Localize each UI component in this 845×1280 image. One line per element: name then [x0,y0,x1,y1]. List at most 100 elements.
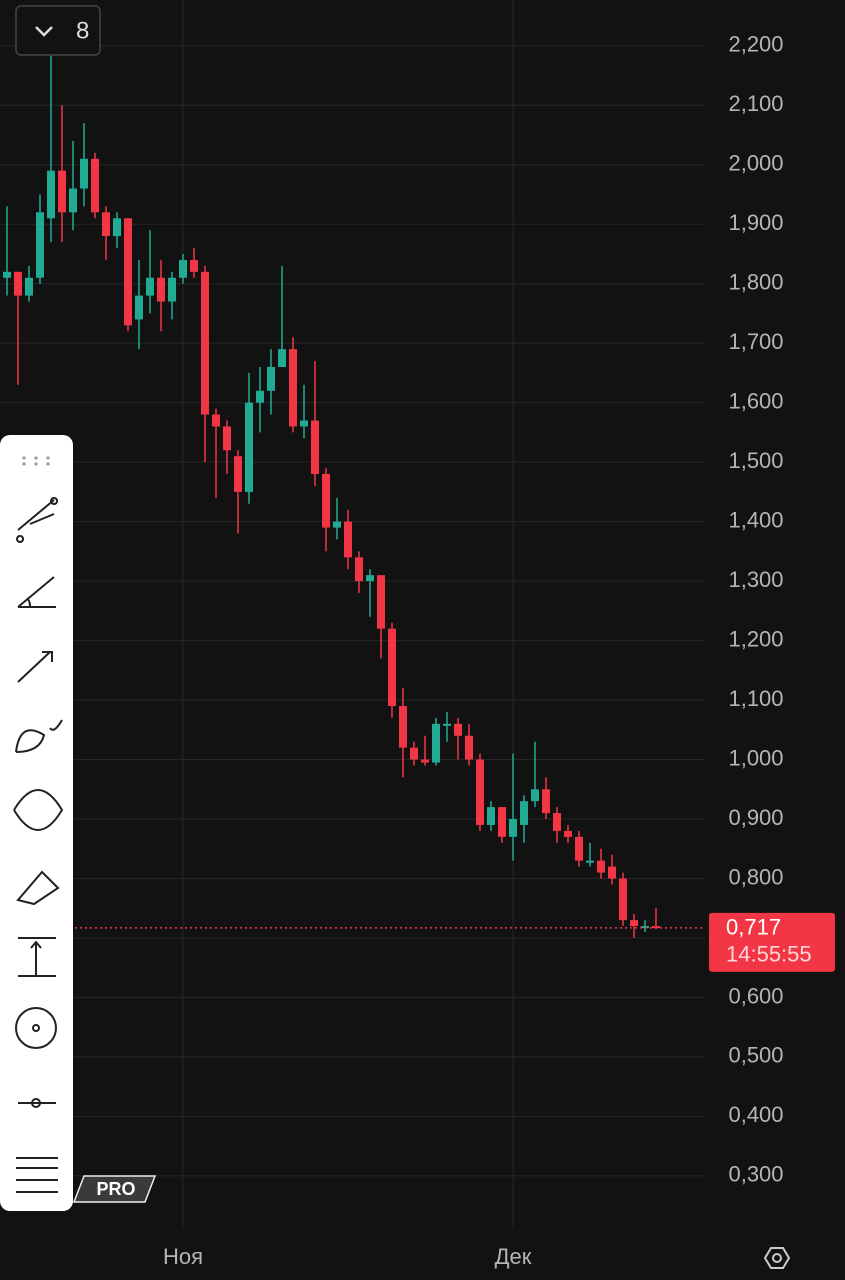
candle-body [487,807,495,825]
candle-body [586,860,594,863]
candle-body [542,789,550,814]
y-tick-label: 0,500 [728,1043,783,1068]
candle-body [3,271,11,278]
y-tick-label: 0,900 [728,805,783,830]
candle-body [223,426,231,451]
candle-body [641,926,649,929]
candle-body [465,735,473,760]
candle-body [179,259,187,278]
pro-badge [72,1175,157,1203]
tool-ellipse[interactable] [13,789,64,831]
candle-body [278,349,286,367]
tool-highlighter[interactable] [16,870,60,906]
tool-circle[interactable] [15,1007,58,1049]
candle-body [135,295,143,320]
candle-body [410,747,418,760]
candle-body [146,277,154,296]
candle-body [300,420,308,427]
candle-body [597,860,605,873]
y-tick-label: 0,600 [728,983,783,1008]
candle-body [509,819,517,837]
candle-body [47,170,55,219]
candle-body [245,402,253,492]
candle-body [652,926,660,929]
drag-handle [34,456,38,460]
y-tick-label: 1,600 [728,388,783,413]
candle-body [333,521,341,528]
y-tick-label: 1,000 [728,745,783,770]
y-tick-label: 2,000 [728,151,783,176]
drag-handle [22,456,26,460]
candle-body [14,271,22,296]
candle-body [256,390,264,403]
y-tick-label: 1,800 [728,270,783,295]
x-tick-label: Дек [495,1244,532,1269]
candle-body [630,920,638,927]
tool-angle[interactable] [17,576,56,608]
drag-handle [46,462,50,466]
candle-body [344,521,352,558]
price-time: 14:55:55 [726,942,812,967]
candle-body [399,706,407,748]
candle-body [267,366,275,391]
tool-trend-lines[interactable] [16,497,59,543]
candle-body [443,723,451,726]
y-tick-label: 2,200 [728,32,783,57]
candle-body [476,759,484,825]
candle-body [498,807,506,837]
tool-brush[interactable] [15,719,63,753]
drag-handle [34,462,38,466]
y-tick-label: 1,100 [728,686,783,711]
candle-body [212,414,220,427]
candle-body [25,277,33,296]
y-tick-label: 1,400 [728,507,783,532]
candle-body [355,557,363,582]
y-tick-label: 0,400 [728,1102,783,1127]
candle-body [58,170,66,213]
candle-body [388,628,396,707]
candle-body [432,723,440,763]
y-tick-label: 1,500 [728,448,783,473]
tool-measure[interactable] [18,937,56,977]
tool-horizontal-line[interactable] [18,1098,56,1108]
candle-body [201,271,209,415]
candle-body [322,474,330,528]
candle-body [377,575,385,629]
interval-label: 8 [76,17,89,44]
candle-body [157,277,165,302]
candle-body [289,349,297,427]
y-tick-label: 0,300 [728,1162,783,1187]
candle-body [80,158,88,189]
price-box [709,912,835,972]
tool-arrow[interactable] [17,651,53,683]
price-label: 0,717 [726,915,781,940]
candle-body [168,277,176,302]
candle-body [366,575,374,582]
y-tick-label: 1,900 [728,210,783,235]
candle-body [608,866,616,879]
chevron-icon [35,26,53,37]
candle-body [311,420,319,475]
candle-body [454,723,462,736]
candle-body [421,759,429,763]
candle-body [553,813,561,831]
candle-body [234,456,242,492]
candle-body [124,218,132,326]
drag-handle [22,462,26,466]
candle-body [102,212,110,237]
settings-icon[interactable] [763,1247,791,1269]
y-tick-label: 1,300 [728,567,783,592]
candle-body [575,836,583,861]
y-tick-label: 0,800 [728,864,783,889]
y-tick-label: 1,700 [728,329,783,354]
candle-body [190,259,198,272]
candle-body [564,830,572,837]
candle-body [91,158,99,213]
x-tick-label: Ноя [163,1244,203,1269]
candle-body [113,218,121,237]
drag-handle [46,456,50,460]
tool-more[interactable] [16,1157,58,1193]
interval-button[interactable] [15,5,101,56]
